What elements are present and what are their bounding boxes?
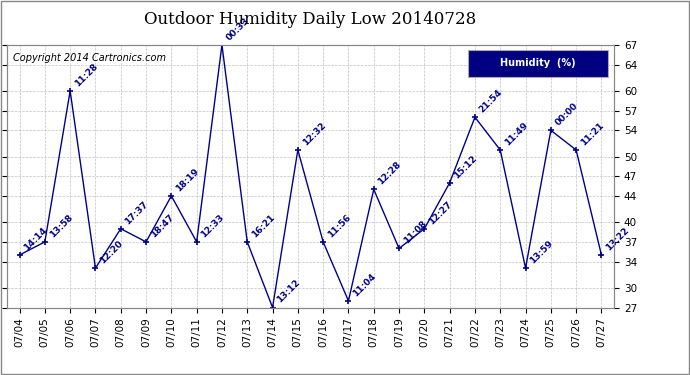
Text: 17:37: 17:37: [124, 199, 150, 226]
Text: Copyright 2014 Cartronics.com: Copyright 2014 Cartronics.com: [13, 53, 166, 63]
Text: 12:20: 12:20: [98, 239, 125, 266]
Text: Humidity  (%): Humidity (%): [500, 58, 576, 68]
Text: 12:33: 12:33: [199, 213, 226, 239]
Text: 16:21: 16:21: [250, 213, 277, 239]
Text: 21:54: 21:54: [477, 88, 504, 114]
Text: 13:12: 13:12: [275, 278, 302, 305]
Text: 00:33: 00:33: [225, 16, 251, 42]
FancyBboxPatch shape: [469, 50, 608, 76]
Text: 11:08: 11:08: [402, 219, 428, 246]
Text: 11:49: 11:49: [503, 120, 530, 147]
Text: 00:00: 00:00: [553, 101, 580, 128]
Text: 11:28: 11:28: [73, 62, 99, 88]
Text: 18:19: 18:19: [174, 166, 201, 193]
Text: 12:28: 12:28: [377, 160, 403, 187]
Text: 12:27: 12:27: [427, 199, 454, 226]
Text: 14:14: 14:14: [22, 225, 49, 252]
Text: Outdoor Humidity Daily Low 20140728: Outdoor Humidity Daily Low 20140728: [144, 11, 477, 28]
Text: 18:47: 18:47: [149, 212, 176, 239]
Text: 12:32: 12:32: [301, 121, 327, 147]
Text: 13:59: 13:59: [529, 238, 555, 266]
Text: 11:21: 11:21: [579, 121, 606, 147]
Text: 15:12: 15:12: [453, 153, 479, 180]
Text: 11:56: 11:56: [326, 213, 353, 239]
Text: 13:58: 13:58: [48, 213, 75, 239]
Text: 11:04: 11:04: [351, 272, 378, 298]
Text: 13:22: 13:22: [604, 226, 631, 252]
